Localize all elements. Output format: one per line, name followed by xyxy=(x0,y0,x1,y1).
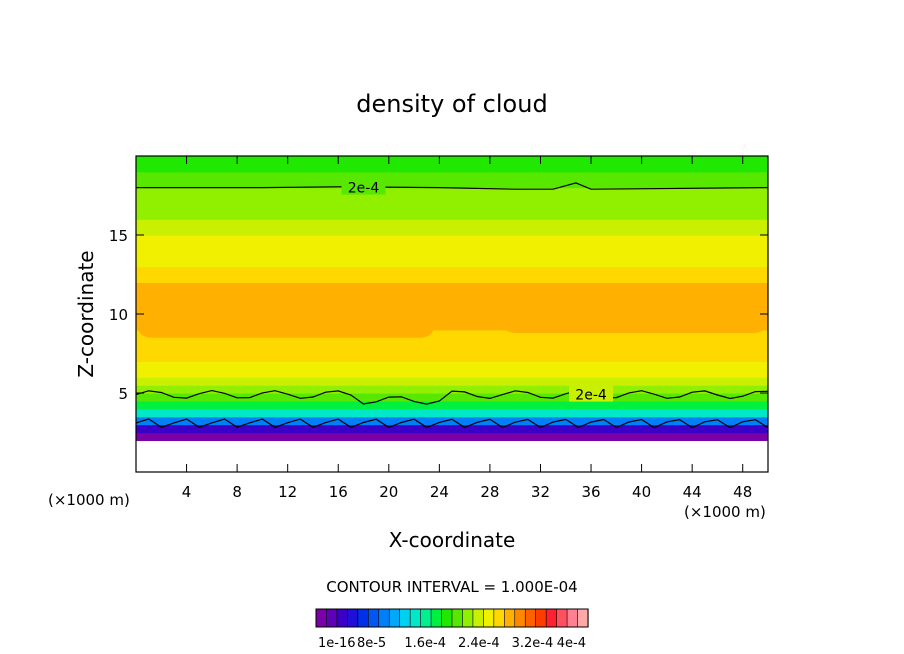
field-band xyxy=(136,393,768,402)
y-axis: 5 10 15 xyxy=(109,227,768,403)
colorbar-labels: 1e-16 8e-5 1.6e-4 2.4e-4 3.2e-4 4e-4 xyxy=(318,636,586,651)
field-band xyxy=(136,235,768,252)
contour-label-bg xyxy=(569,385,614,402)
x-tick-label: 32 xyxy=(531,483,550,501)
colorbar-swatch xyxy=(388,608,401,628)
colorbar-swatch xyxy=(514,608,526,628)
x-tick-label: 48 xyxy=(733,483,752,501)
colorbar-swatch xyxy=(545,608,558,628)
y-tick-label: 10 xyxy=(109,306,128,324)
y-tick-label: 5 xyxy=(118,385,128,403)
field-band xyxy=(136,345,768,362)
field-blob xyxy=(502,299,767,333)
field-band xyxy=(136,400,768,410)
field-band xyxy=(136,424,768,434)
colorbar-swatch xyxy=(347,608,359,628)
colorbar-swatch xyxy=(399,608,411,628)
field-band xyxy=(136,361,768,378)
colorbar-tick-label: 1e-16 xyxy=(318,636,356,651)
x-tick-label: 28 xyxy=(480,483,499,501)
x-unit-right: (×1000 m) xyxy=(684,503,766,521)
field-band xyxy=(136,171,768,189)
contour-lines: 2e-4 2e-4 xyxy=(135,178,769,429)
field-band xyxy=(136,219,768,236)
field-band xyxy=(136,250,768,268)
colorbar-swatch xyxy=(409,608,422,628)
contour-interval-note: CONTOUR INTERVAL = 1.000E-04 xyxy=(326,578,577,596)
contour-field xyxy=(136,156,768,441)
colorbar-tick-label: 8e-5 xyxy=(357,636,386,651)
contour-label: 2e-4 xyxy=(348,181,380,197)
field-band xyxy=(136,156,768,173)
contour-line xyxy=(136,182,769,190)
colorbar-swatch xyxy=(357,608,369,628)
colorbar-swatch xyxy=(483,608,495,628)
contour-label-bg xyxy=(341,178,386,195)
field-band xyxy=(136,408,768,418)
colorbar-frame xyxy=(315,608,589,628)
colorbar-swatch xyxy=(326,608,338,628)
colorbar-tick-label: 2.4e-4 xyxy=(458,636,500,651)
colorbar-tick-label: 3.2e-4 xyxy=(512,636,554,651)
colorbar-swatch xyxy=(504,608,516,628)
colorbar-swatch xyxy=(451,608,464,628)
x-tick-label: 4 xyxy=(182,483,192,501)
x-tick-label: 8 xyxy=(232,483,242,501)
field-band xyxy=(136,385,768,394)
contour-line xyxy=(135,389,769,405)
colorbar-swatch xyxy=(472,608,484,628)
colorbar-tick-label: 4e-4 xyxy=(557,636,586,651)
y-axis-label: Z-coordinate xyxy=(74,250,98,377)
colorbar-swatch xyxy=(430,608,443,628)
field-band xyxy=(136,416,768,426)
colorbar xyxy=(315,608,589,628)
colorbar-swatch xyxy=(368,608,380,628)
colorbar-swatch xyxy=(577,608,589,628)
colorbar-swatch xyxy=(441,608,453,628)
field-band xyxy=(136,203,768,220)
contour-line xyxy=(135,418,769,429)
contour-label: 2e-4 xyxy=(575,388,607,404)
x-tick-label: 40 xyxy=(632,483,651,501)
y-tick-label: 15 xyxy=(109,227,128,245)
x-tick-label: 12 xyxy=(278,483,297,501)
colorbar-swatch xyxy=(315,608,328,628)
colorbar-swatch xyxy=(462,608,474,628)
x-tick-label: 20 xyxy=(379,483,398,501)
field-band xyxy=(136,377,768,386)
x-axis: 4 8 12 16 20 24 28 32 36 40 44 48 xyxy=(182,156,752,501)
x-unit-left: (×1000 m) xyxy=(48,491,130,509)
colorbar-swatch xyxy=(493,608,505,628)
colorbar-swatch xyxy=(420,608,432,628)
colorbar-swatch xyxy=(566,608,579,628)
field-blob xyxy=(138,296,434,338)
colorbar-swatch xyxy=(524,608,537,628)
x-axis-label: X-coordinate xyxy=(389,528,516,552)
colorbar-swatch xyxy=(378,608,390,628)
field-band xyxy=(136,282,768,299)
field-band xyxy=(136,432,768,441)
x-tick-label: 16 xyxy=(329,483,348,501)
x-tick-label: 24 xyxy=(430,483,449,501)
field-band xyxy=(136,266,768,283)
colorbar-swatch xyxy=(336,608,348,628)
chart-title: density of cloud xyxy=(356,90,547,118)
colorbar-swatch xyxy=(535,608,547,628)
x-tick-label: 36 xyxy=(581,483,600,501)
colorbar-swatch xyxy=(556,608,568,628)
x-tick-label: 44 xyxy=(683,483,702,501)
field-band xyxy=(136,187,768,204)
colorbar-tick-label: 1.6e-4 xyxy=(404,636,446,651)
